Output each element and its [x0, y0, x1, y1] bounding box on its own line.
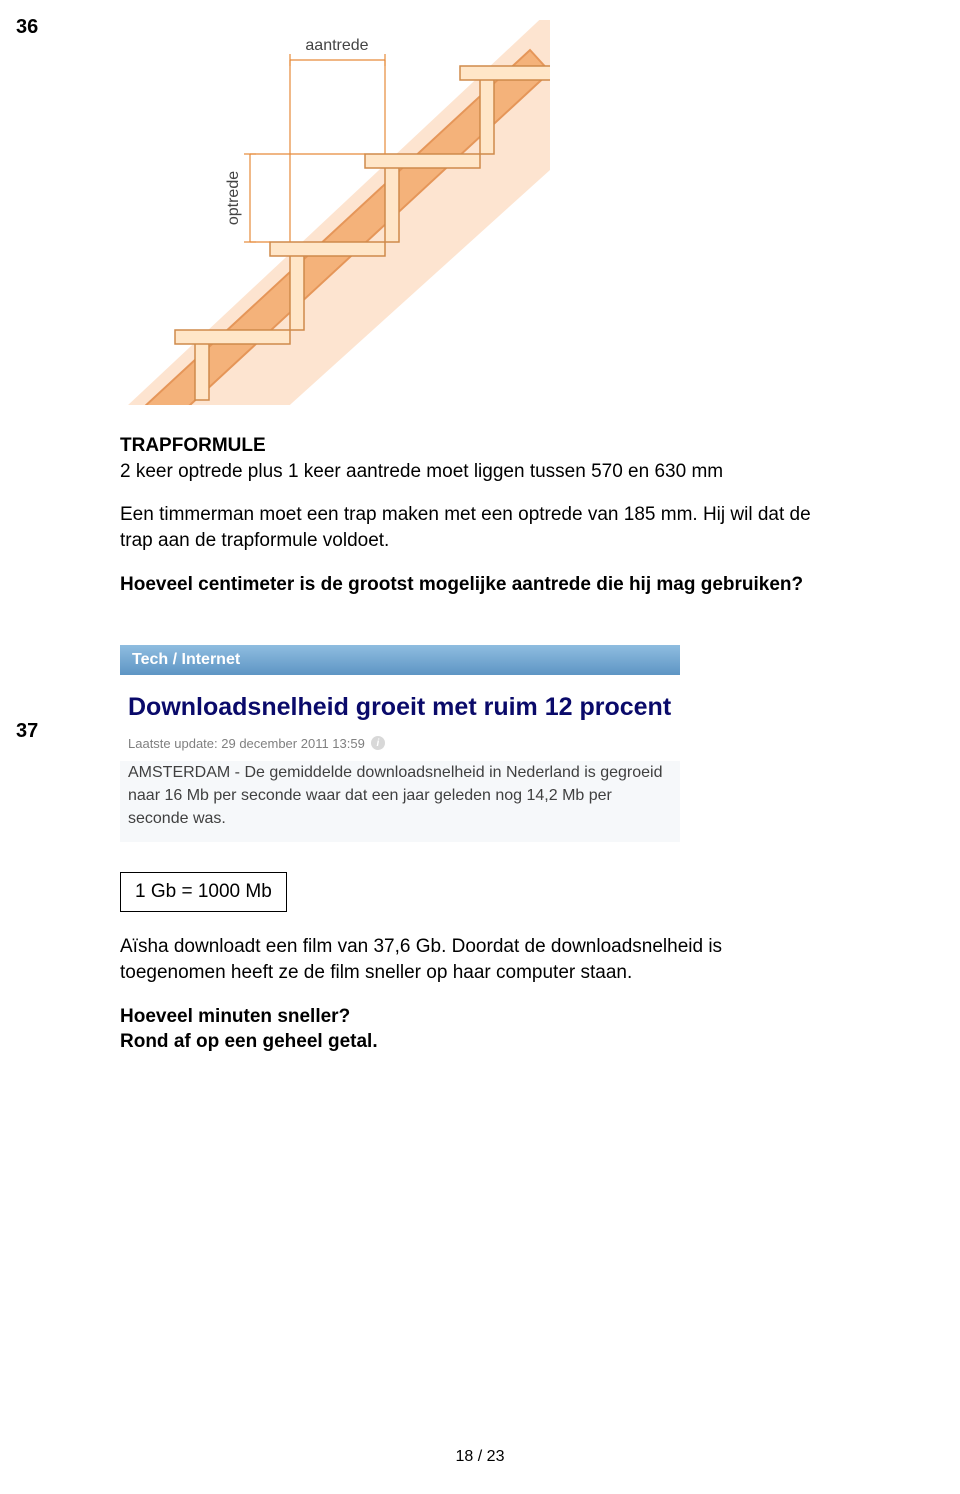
q37-question-b: Rond af op een geheel getal. [120, 1029, 900, 1055]
news-article-card: Tech / Internet Downloadsnelheid groeit … [120, 645, 680, 842]
info-icon: i [371, 736, 385, 750]
q37-intro-line2: toegenomen heeft ze de film sneller op h… [120, 960, 900, 986]
q37-intro-line1: Aïsha downloadt een film van 37,6 Gb. Do… [120, 934, 900, 960]
q36-heading: TRAPFORMULE [120, 433, 900, 459]
article-category-tab: Tech / Internet [120, 645, 680, 675]
q36-intro-line2: trap aan de trapformule voldoet. [120, 528, 900, 554]
q36-question: Hoeveel centimeter is de grootst mogelij… [120, 572, 900, 598]
q36-text: TRAPFORMULE 2 keer optrede plus 1 keer a… [120, 433, 900, 597]
article-body: AMSTERDAM - De gemiddelde downloadsnelhe… [120, 761, 680, 843]
label-aantrede: aantrede [305, 37, 368, 54]
stair-diagram: aantrede optrede [120, 20, 550, 405]
article-meta: Laatste update: 29 december 2011 13:59 i [120, 736, 680, 761]
q36-rule: 2 keer optrede plus 1 keer aantrede moet… [120, 459, 900, 485]
label-optrede: optrede [225, 171, 242, 225]
question-number-36: 36 [16, 16, 38, 39]
article-meta-text: Laatste update: 29 december 2011 13:59 [128, 736, 365, 751]
page-footer: 18 / 23 [0, 1448, 960, 1466]
q37-question-a: Hoeveel minuten sneller? [120, 1004, 900, 1030]
article-headline: Downloadsnelheid groeit met ruim 12 proc… [120, 675, 680, 736]
conversion-box: 1 Gb = 1000 Mb [120, 872, 287, 912]
q36-intro-line1: Een timmerman moet een trap maken met ee… [120, 502, 900, 528]
q37-text: Aïsha downloadt een film van 37,6 Gb. Do… [120, 934, 900, 1055]
question-number-37: 37 [16, 720, 38, 743]
